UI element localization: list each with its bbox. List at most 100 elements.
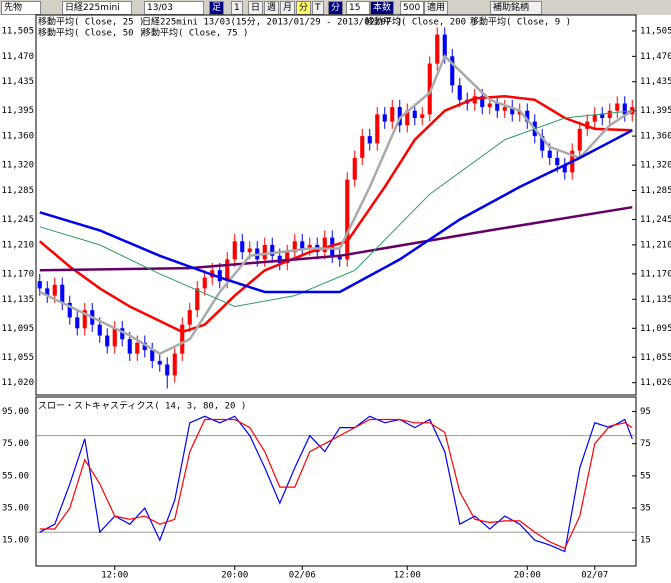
y-tick-label: 11,435 [640, 77, 671, 87]
candle-body [105, 335, 110, 347]
candle-body [195, 288, 200, 311]
y-tick-label: 35 [640, 504, 651, 514]
chart-title: スロー・ストキャスティクス( 14, 3, 80, 20 ) [38, 401, 246, 412]
y-tick-label: 11,505 [1, 26, 34, 36]
candle-body [300, 241, 305, 249]
y-tick-label: 95 [640, 407, 651, 417]
candle-body [217, 270, 222, 282]
candle-body [172, 353, 177, 376]
stoch-line [39, 418, 633, 550]
candle-body [540, 136, 545, 151]
candle-body [397, 107, 402, 126]
y-tick-label: 11,135 [1, 295, 34, 305]
candle-body [390, 107, 395, 122]
legend: 移動平均( Close, 200 ) [365, 16, 477, 28]
candle-body [592, 114, 597, 122]
y-tick-label: 11,360 [1, 132, 34, 142]
candle-body [75, 317, 80, 329]
candle-body [622, 103, 627, 115]
candle-body [142, 342, 147, 351]
legend: 移動平均( Close, 9 ) [470, 16, 571, 28]
candle-body [555, 157, 560, 166]
candle-body [262, 244, 267, 260]
ma-line [39, 110, 633, 308]
x-tick-label: 02/07 [581, 571, 608, 581]
x-tick-label: 20:00 [514, 571, 541, 581]
candle-body [232, 241, 237, 260]
label: 足 [209, 1, 225, 15]
candle-body [127, 339, 132, 354]
candle-body [292, 241, 297, 253]
x-tick-label: 20:00 [221, 571, 248, 581]
candle-body [412, 110, 417, 118]
y-tick-label: 11,320 [640, 161, 671, 171]
candle-body [367, 136, 372, 144]
candle-body [97, 324, 102, 336]
candle-body [52, 284, 57, 296]
y-tick-label: 15.00 [2, 536, 29, 546]
candle-body [67, 302, 72, 318]
stoch-panel [35, 396, 637, 567]
y-tick-label: 55 [640, 471, 651, 481]
candle-body [375, 114, 380, 144]
y-tick-label: 11,055 [640, 353, 671, 363]
y-tick-label: 11,055 [1, 353, 34, 363]
ma-line [39, 205, 633, 272]
candle-body [225, 259, 230, 282]
candle-body [337, 255, 342, 260]
candle-body [487, 103, 492, 108]
candle-body [82, 310, 87, 329]
candle-body [270, 244, 275, 256]
y-tick-label: 11,435 [1, 77, 34, 87]
y-tick-label: 75.00 [2, 439, 29, 449]
legend: 移動平均( Close, 25 ) [38, 16, 144, 28]
candle-body [577, 128, 582, 151]
y-tick-label: 11,170 [640, 269, 671, 279]
candle-body [322, 237, 327, 253]
ma-line [39, 129, 633, 294]
candle-body [150, 350, 155, 361]
y-tick-label: 11,170 [1, 269, 34, 279]
y-tick-label: 11,135 [640, 295, 671, 305]
y-tick-label: 75 [640, 439, 651, 449]
candle-body [307, 244, 312, 249]
x-tick-label: 02/06 [289, 571, 316, 581]
label: 本数 [370, 1, 395, 15]
y-tick-label: 11,285 [1, 186, 34, 196]
price-panel [35, 14, 637, 396]
y-tick-label: 95.00 [2, 407, 29, 417]
y-tick-label: 11,320 [1, 161, 34, 171]
candle-body [525, 110, 530, 122]
candle-body [157, 360, 162, 365]
candle-body [202, 277, 207, 289]
candle-body [450, 56, 455, 86]
candle-body [345, 179, 350, 260]
y-tick-label: 11,095 [640, 324, 671, 334]
legend: 移動平均( Close, 75 ) [142, 27, 248, 39]
candle-body [547, 150, 552, 158]
candle-body [480, 96, 485, 108]
dropdown[interactable]: 先物 [1, 1, 41, 15]
legend: 移動平均( Close, 50 ) [38, 27, 144, 39]
x-tick-label: 12:00 [394, 571, 421, 581]
y-tick-label: 11,360 [640, 132, 671, 142]
candle-body [607, 110, 612, 118]
candle-body [600, 114, 605, 118]
candle-body [120, 328, 125, 340]
candle-body [472, 96, 477, 104]
y-tick-label: 11,210 [1, 240, 34, 250]
candle-body [442, 34, 447, 57]
candle-body [405, 110, 410, 126]
candle-body [45, 288, 50, 296]
y-tick-label: 55.00 [2, 471, 29, 481]
y-tick-label: 11,095 [1, 324, 34, 334]
candle-body [360, 136, 365, 158]
candle-body [247, 248, 252, 253]
ma-line [38, 94, 633, 334]
candle-body [187, 310, 192, 325]
candle-body [495, 103, 500, 111]
candle-body [37, 281, 42, 289]
candle-body [435, 34, 440, 64]
candle-body [135, 342, 140, 354]
